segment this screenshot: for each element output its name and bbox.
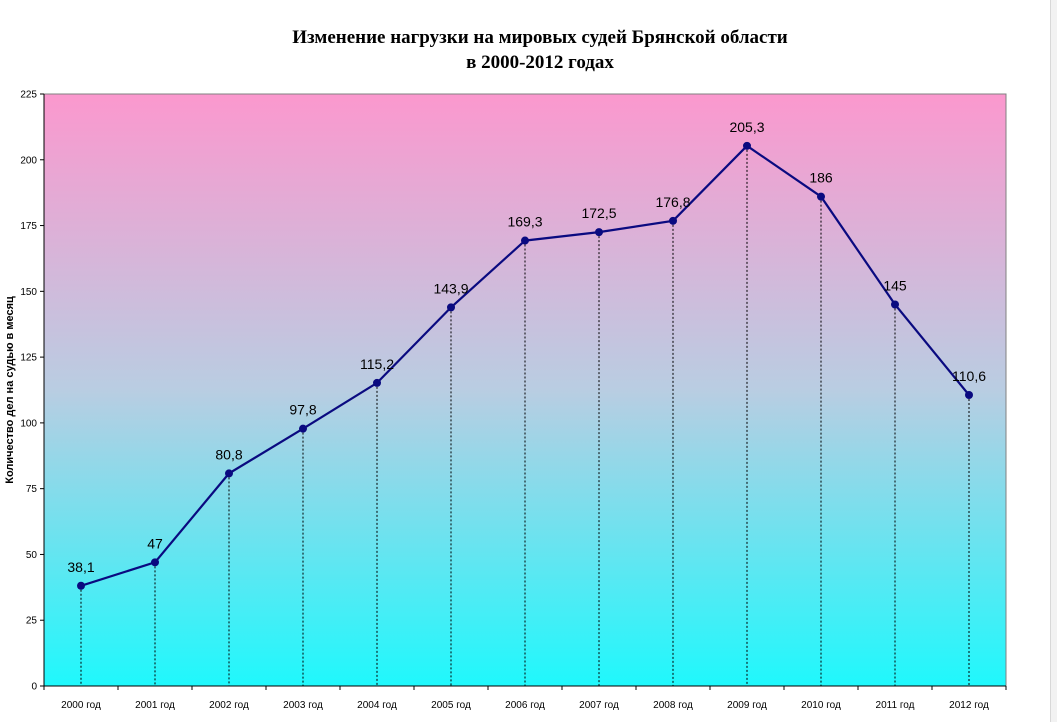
data-markers [77,141,973,590]
data-label: 186 [809,170,833,186]
y-tick-label: 150 [20,287,37,298]
x-tick-label: 2011 год [876,700,915,711]
y-axis-ticks: 0 25 50 75 100 125 150 175 200 225 [20,90,44,693]
data-label: 176,8 [655,194,690,210]
data-point [965,390,973,399]
data-label: 205,3 [729,119,764,135]
data-label: 38,1 [67,559,94,575]
x-tick-label: 2005 год [431,700,471,711]
y-tick-label: 100 [20,418,37,429]
data-point [77,581,85,590]
x-tick-label: 2006 год [505,700,545,711]
chart-title-line-1: Изменение нагрузки на мировых судей Брян… [292,27,788,48]
x-tick-label: 2012 год [949,700,989,711]
x-tick-label: 2003 год [283,700,323,711]
data-point [595,228,603,237]
data-point [669,216,677,225]
data-label: 115,2 [360,356,394,372]
data-label: 145 [883,277,907,293]
x-tick-label: 2007 год [579,700,619,711]
y-tick-label: 25 [26,616,38,627]
data-point [225,469,233,478]
data-labels: 38,1 47 80,8 97,8 115,2 143,9 169,3 172,5 176,8 2… [67,119,986,575]
chart-title-line-2: в 2000-2012 годах [466,52,614,73]
data-label: 172,5 [581,205,616,221]
y-tick-label: 200 [20,155,37,166]
x-tick-label: 2009 год [727,700,767,711]
y-tick-label: 50 [26,550,38,561]
data-point [743,141,751,150]
window-edge [1050,0,1057,722]
x-tick-label: 2001 год [135,700,175,711]
data-point [447,303,455,312]
data-point [299,424,307,433]
y-tick-label: 175 [20,221,37,232]
data-label: 47 [147,535,163,551]
y-tick-label: 125 [20,353,37,364]
y-tick-label: 0 [31,682,37,693]
data-label: 169,3 [507,214,542,230]
y-tick-label: 75 [26,484,38,495]
data-point [373,378,381,387]
data-point [151,558,159,567]
x-tick-label: 2000 год [61,700,101,711]
data-point [817,192,825,201]
y-axis-label: Количество дел на судью в месяц [4,296,16,484]
data-label: 80,8 [215,446,242,462]
x-tick-label: 2008 год [653,700,693,711]
y-tick-label: 225 [20,90,37,101]
data-label: 97,8 [289,402,316,418]
x-tick-label: 2010 год [801,700,841,711]
data-label: 143,9 [433,280,468,296]
x-tick-label: 2002 год [209,700,249,711]
data-point [891,300,899,309]
data-label: 110,6 [952,368,986,384]
drop-lines [80,145,970,686]
x-tick-label: 2004 год [357,700,397,711]
data-point [521,236,529,245]
x-axis-ticks: 2000 год 2001 год 2002 год 2003 год 2004 год… [43,686,1007,711]
